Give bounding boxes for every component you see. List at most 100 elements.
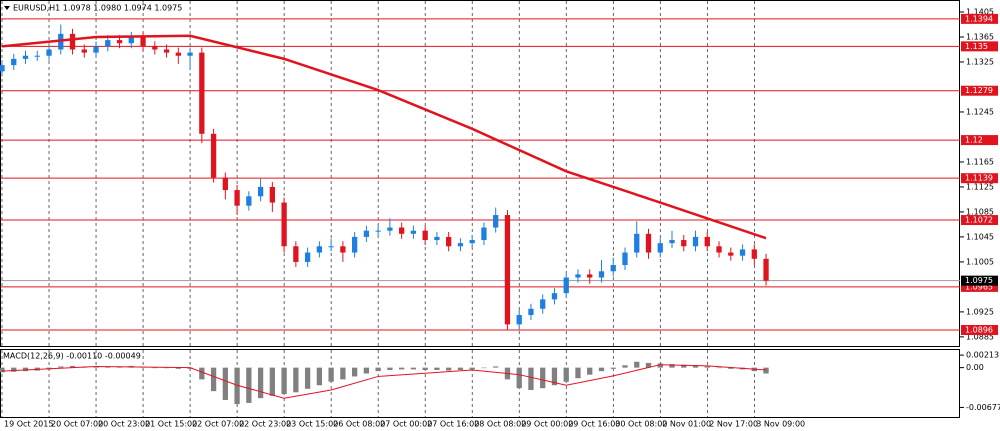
candle-body [187, 52, 193, 56]
level-label: 1.1394 [965, 14, 993, 23]
macd-bar [269, 367, 275, 396]
y-tick-label: 1.1045 [966, 232, 994, 241]
candle-body [152, 46, 158, 50]
y-tick-label: 1.0885 [966, 332, 994, 341]
candle-body [751, 249, 757, 259]
candle-body [246, 196, 252, 206]
y-tick-label: 1.1405 [966, 7, 994, 16]
level-label-box [961, 281, 998, 292]
macd-bar [69, 365, 76, 368]
candle-body [598, 271, 605, 278]
candle-body [681, 240, 687, 247]
y-tick-label: 1.1125 [966, 182, 994, 191]
candle-body [469, 240, 475, 244]
macd-bar [210, 367, 217, 392]
candle-body [293, 246, 299, 262]
x-tick-label: 20 Oct 07:00 [51, 420, 103, 429]
level-label: 1.1072 [965, 216, 993, 225]
macd-bar [293, 367, 299, 393]
x-tick-label: 22 Oct 07:00 [192, 420, 244, 429]
candle-body [11, 58, 17, 66]
macd-bar [246, 367, 252, 403]
candle-body [528, 308, 534, 316]
level-label-box [961, 135, 998, 146]
macd-bar [93, 367, 99, 368]
candle-body [128, 36, 134, 44]
candle-body [257, 186, 264, 197]
macd-bar [657, 363, 663, 368]
candle-body [516, 315, 522, 325]
candle-body [551, 293, 558, 300]
signal-line [1, 364, 767, 399]
candle-body [587, 274, 593, 278]
macd-bar [340, 367, 346, 380]
x-tick-label: 3 Nov 09:00 [756, 420, 805, 429]
macd-bar [610, 367, 616, 369]
candle-body [199, 52, 205, 134]
macd-bar [175, 367, 181, 369]
candle-body [69, 33, 76, 50]
candle-body [504, 215, 511, 325]
candle-body [351, 236, 358, 253]
candle-body [46, 49, 52, 56]
macd-bar [316, 367, 323, 386]
y-tick-label: 1.1085 [966, 207, 994, 216]
y-tick-label: 1.1165 [966, 157, 994, 166]
x-tick-label: 20 Oct 23:00 [98, 420, 150, 429]
macd-bar [493, 366, 499, 368]
candle-body [116, 40, 123, 44]
level-label-box [961, 173, 998, 184]
candle-body [481, 227, 487, 241]
macd-bar [11, 367, 17, 372]
macd-bar [281, 367, 287, 395]
macd-title: MACD(12,26,9) -0.00110 -0.00049 [3, 352, 141, 361]
candle-body [222, 177, 228, 191]
x-tick-label: 30 Oct 08:00 [615, 420, 667, 429]
candle-body [140, 36, 146, 47]
candle-body [363, 230, 370, 237]
price-panel [0, 0, 960, 347]
x-tick-label: 2 Nov 17:00 [709, 420, 758, 429]
macd-panel [0, 349, 960, 418]
x-tick-label: 22 Oct 23:00 [239, 420, 291, 429]
candle-body [457, 243, 464, 247]
candle-body [0, 65, 5, 72]
macd-bar [692, 365, 699, 368]
menu-icon[interactable] [4, 6, 10, 10]
macd-bar [704, 366, 710, 368]
candle-body [422, 230, 428, 241]
x-tick-label: 27 Oct 00:00 [380, 420, 432, 429]
macd-bar [163, 367, 170, 369]
macd-bar [563, 367, 569, 382]
macd-bar [587, 367, 593, 375]
x-tick-label: 21 Oct 15:00 [145, 420, 197, 429]
x-tick-label: 2 Nov 01:00 [662, 420, 711, 429]
level-label-box [961, 85, 998, 96]
y-tick-label: 1.1325 [966, 57, 994, 66]
macd-bar [634, 361, 640, 368]
candle-body [387, 227, 393, 231]
macd-bar [551, 367, 558, 386]
candle-body [281, 202, 287, 247]
macd-bar [328, 367, 334, 382]
macd-bar [645, 362, 652, 368]
macd-bar [199, 367, 205, 380]
macd-bar [399, 367, 405, 370]
candle-body [105, 40, 111, 47]
macd-bar [446, 367, 452, 371]
macd-bar [469, 367, 475, 370]
candle-body [304, 252, 311, 262]
y-tick-label: 1.1245 [966, 107, 994, 116]
moving-average [1, 34, 767, 240]
candle-body [328, 246, 334, 248]
macd-bar [728, 367, 734, 369]
macd-bar [22, 367, 29, 372]
candle-body [669, 240, 675, 244]
macd-bar [434, 367, 440, 370]
macd-bar [363, 367, 370, 374]
macd-bar [234, 367, 240, 405]
candle-body [269, 186, 275, 203]
candle-body [81, 49, 87, 53]
macd-bar [575, 367, 581, 379]
level-label-box [961, 325, 998, 336]
